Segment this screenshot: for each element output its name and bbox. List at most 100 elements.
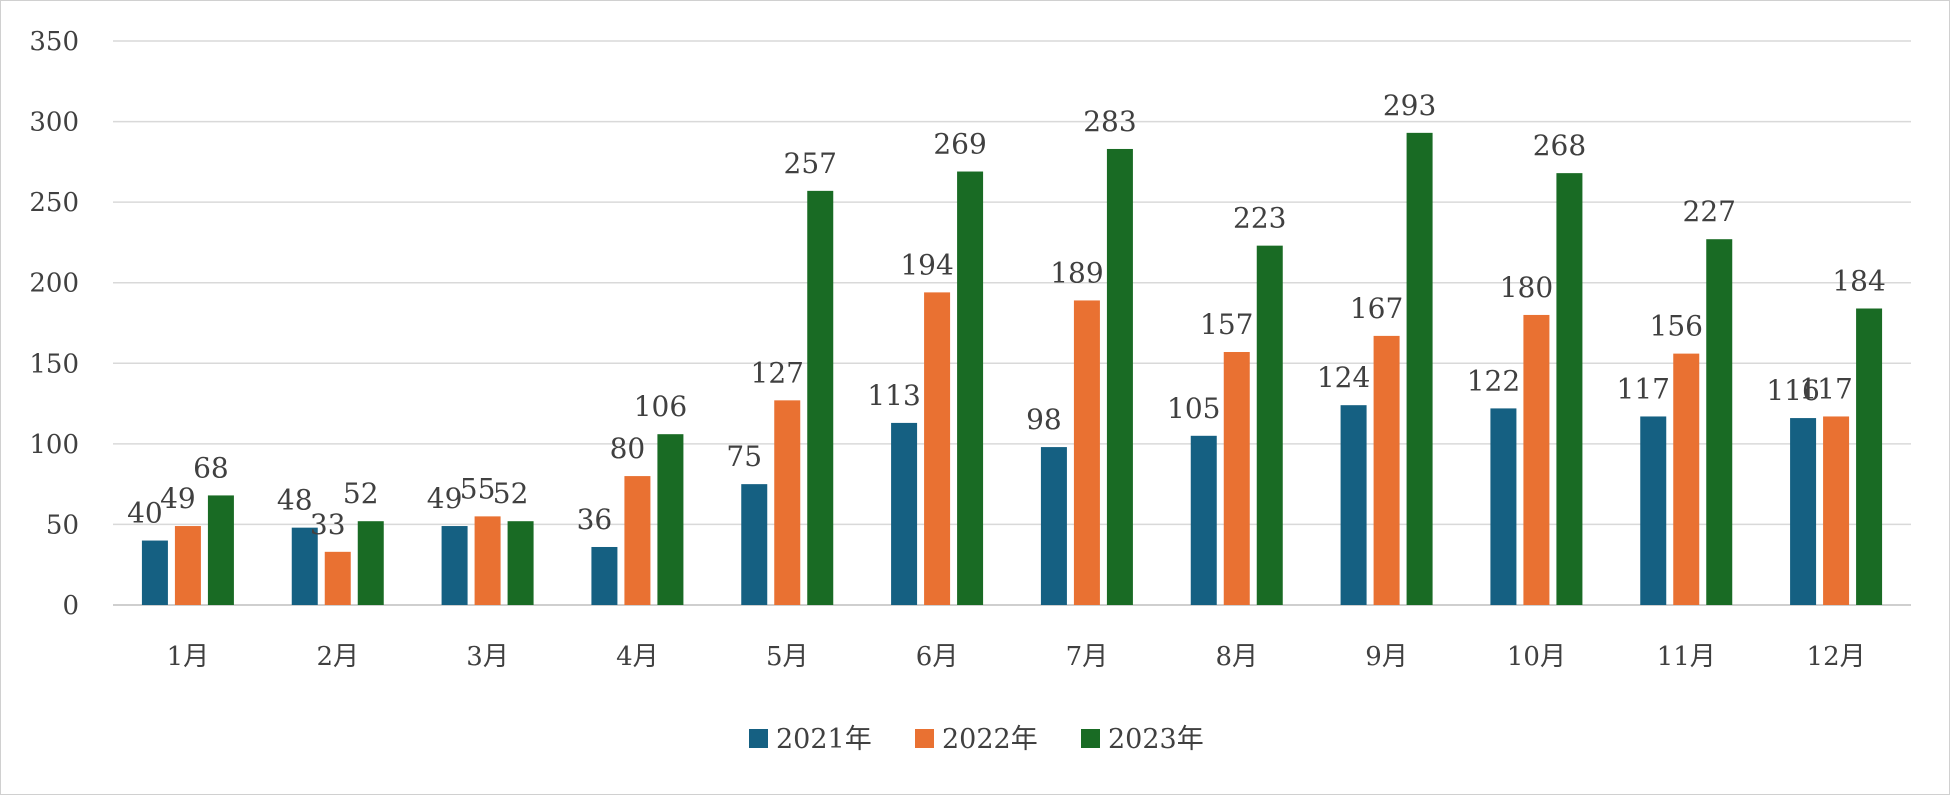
data-label: 33 <box>310 508 346 541</box>
bar-2021年-7月 <box>1040 447 1067 605</box>
y-tick-label: 250 <box>29 188 79 218</box>
bar-2022年-11月 <box>1673 353 1700 605</box>
data-label: 157 <box>1200 308 1253 341</box>
x-category-label: 3月 <box>466 642 509 672</box>
bar-2022年-3月 <box>474 516 501 605</box>
legend-label: 2023年 <box>1108 724 1204 755</box>
x-category-label: 8月 <box>1215 642 1258 672</box>
data-label: 117 <box>1799 372 1852 405</box>
bar-2021年-10月 <box>1490 408 1517 605</box>
bar-2023年-10月 <box>1556 173 1583 605</box>
gridlines <box>113 40 1911 606</box>
data-label: 49 <box>160 482 196 515</box>
legend: 2021年 2022年 2023年 <box>749 724 1204 755</box>
data-label: 167 <box>1350 292 1403 325</box>
bar-2021年-6月 <box>891 422 918 605</box>
data-label: 52 <box>343 477 379 510</box>
bar-2021年-12月 <box>1790 418 1817 605</box>
y-tick-label: 300 <box>29 108 79 138</box>
x-category-label: 9月 <box>1365 642 1408 672</box>
legend-label: 2021年 <box>776 724 872 755</box>
data-label: 49 <box>427 482 463 515</box>
bar-2023年-1月 <box>207 495 234 605</box>
data-label: 283 <box>1083 105 1136 138</box>
bar-2022年-2月 <box>324 551 351 605</box>
data-label: 36 <box>577 503 613 536</box>
data-label: 75 <box>726 440 762 473</box>
x-category-label: 5月 <box>766 642 809 672</box>
data-label: 223 <box>1233 202 1286 235</box>
data-label: 117 <box>1617 372 1670 405</box>
data-label: 268 <box>1533 129 1586 162</box>
y-tick-label: 50 <box>46 510 79 540</box>
bar-2023年-2月 <box>357 521 384 605</box>
data-label: 40 <box>127 497 163 530</box>
data-label: 227 <box>1683 195 1736 228</box>
bar-2021年-3月 <box>441 526 468 605</box>
data-label: 180 <box>1500 271 1553 304</box>
data-label: 48 <box>277 484 313 517</box>
x-category-label: 2月 <box>316 642 359 672</box>
bar-2022年-1月 <box>174 526 201 605</box>
bar-2022年-9月 <box>1373 335 1400 605</box>
x-category-label: 4月 <box>616 642 659 672</box>
data-label: 106 <box>634 390 687 423</box>
data-label: 269 <box>933 128 986 161</box>
y-tick-label: 100 <box>29 430 79 460</box>
data-label: 293 <box>1383 89 1436 122</box>
y-axis-ticks: 0 50 100 150 200 250 300 350 <box>29 27 79 621</box>
x-category-label: 11月 <box>1657 642 1716 672</box>
data-label: 156 <box>1650 310 1703 343</box>
bar-2021年-4月 <box>591 546 618 605</box>
data-label: 116 <box>1766 374 1819 407</box>
bars <box>141 132 1883 606</box>
bar-2023年-11月 <box>1706 239 1733 605</box>
bar-2023年-5月 <box>807 190 834 605</box>
bar-2021年-9月 <box>1340 405 1367 605</box>
bar-2021年-8月 <box>1190 435 1217 605</box>
x-category-label: 10月 <box>1507 642 1566 672</box>
data-label: 189 <box>1050 256 1103 289</box>
data-label: 98 <box>1026 403 1062 436</box>
x-category-label: 1月 <box>167 642 210 672</box>
data-label: 257 <box>784 147 837 180</box>
bar-2022年-10月 <box>1523 314 1550 605</box>
bar-2023年-12月 <box>1856 308 1883 605</box>
data-label: 194 <box>900 248 953 281</box>
bar-2022年-6月 <box>924 292 951 605</box>
legend-swatch <box>1081 729 1100 748</box>
bar-2021年-5月 <box>741 484 768 605</box>
y-tick-label: 0 <box>62 591 79 621</box>
bar-2023年-9月 <box>1406 132 1433 605</box>
data-label: 52 <box>493 477 529 510</box>
y-tick-label: 200 <box>29 269 79 299</box>
data-label: 55 <box>460 472 496 505</box>
y-tick-label: 150 <box>29 349 79 379</box>
data-label: 122 <box>1467 364 1520 397</box>
bar-2023年-7月 <box>1106 148 1133 606</box>
bar-2023年-8月 <box>1256 245 1283 605</box>
bar-2021年-11月 <box>1640 416 1667 605</box>
x-category-label: 7月 <box>1066 642 1109 672</box>
x-axis-categories: 1月 2月 3月 4月 5月 6月 7月 8月 9月 10月 11月 12月 <box>167 642 1866 672</box>
bar-2022年-12月 <box>1823 416 1850 605</box>
data-label: 124 <box>1317 361 1370 394</box>
bar-2022年-8月 <box>1223 352 1250 605</box>
x-category-label: 6月 <box>916 642 959 672</box>
bar-2022年-7月 <box>1073 300 1100 605</box>
bar-2022年-5月 <box>774 400 801 605</box>
data-label: 113 <box>867 379 920 412</box>
legend-swatch <box>915 729 934 748</box>
y-tick-label: 350 <box>29 27 79 57</box>
bar-2023年-3月 <box>507 521 534 605</box>
legend-swatch <box>749 729 768 748</box>
data-label: 184 <box>1832 264 1885 297</box>
x-category-label: 12月 <box>1807 642 1866 672</box>
legend-label: 2022年 <box>942 724 1038 755</box>
data-label: 105 <box>1167 392 1220 425</box>
data-label: 127 <box>751 356 804 389</box>
bar-2021年-2月 <box>291 527 318 605</box>
bar-2023年-6月 <box>957 171 984 606</box>
